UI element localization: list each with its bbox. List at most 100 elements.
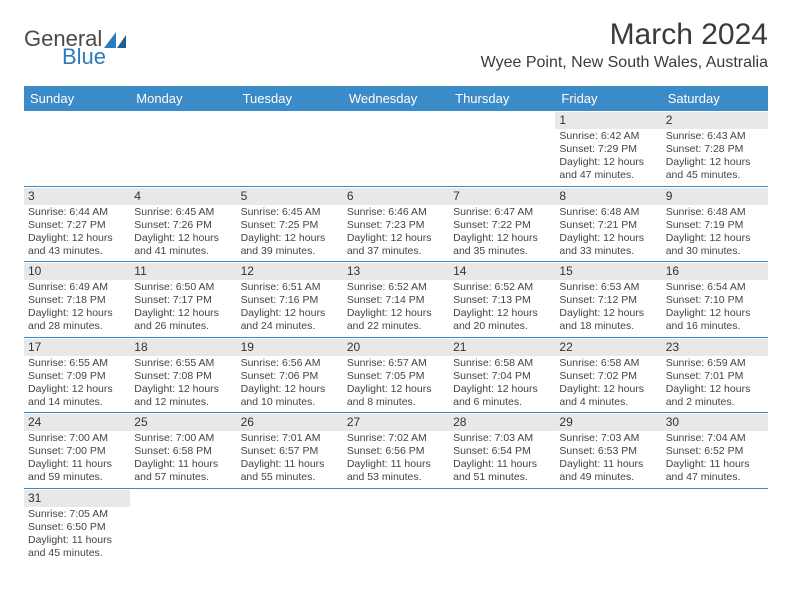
day-info-line: Sunset: 7:28 PM (666, 143, 764, 156)
day-info-line: Sunrise: 7:03 AM (559, 432, 657, 445)
day-info-line: Sunset: 7:01 PM (666, 370, 764, 383)
day-info-line: and 51 minutes. (453, 471, 551, 484)
day-info-line: and 37 minutes. (347, 245, 445, 258)
day-info-line: Daylight: 12 hours (453, 383, 551, 396)
calendar-day-cell: 11Sunrise: 6:50 AMSunset: 7:17 PMDayligh… (130, 262, 236, 337)
day-info-line: Daylight: 12 hours (559, 307, 657, 320)
day-info-line: Sunset: 7:18 PM (28, 294, 126, 307)
calendar-day-cell (555, 489, 661, 564)
day-info-line: Daylight: 12 hours (347, 307, 445, 320)
day-info-line: Sunrise: 7:03 AM (453, 432, 551, 445)
day-number: 22 (555, 339, 661, 356)
day-info-line: Sunrise: 6:44 AM (28, 206, 126, 219)
day-info-line: Sunrise: 7:05 AM (28, 508, 126, 521)
calendar-day-cell: 18Sunrise: 6:55 AMSunset: 7:08 PMDayligh… (130, 338, 236, 413)
calendar-header-row: Sunday Monday Tuesday Wednesday Thursday… (24, 86, 768, 111)
day-info-line: Sunrise: 6:58 AM (453, 357, 551, 370)
day-info-line: Daylight: 12 hours (28, 383, 126, 396)
day-info-line: Sunrise: 6:46 AM (347, 206, 445, 219)
day-info-line: and 43 minutes. (28, 245, 126, 258)
day-info-line: Sunrise: 6:59 AM (666, 357, 764, 370)
day-info-line: Daylight: 11 hours (453, 458, 551, 471)
day-info-line: and 18 minutes. (559, 320, 657, 333)
calendar-day-cell: 21Sunrise: 6:58 AMSunset: 7:04 PMDayligh… (449, 338, 555, 413)
day-info-line: Sunrise: 6:45 AM (241, 206, 339, 219)
day-number: 12 (237, 263, 343, 280)
day-number: 7 (449, 188, 555, 205)
calendar-day-cell: 24Sunrise: 7:00 AMSunset: 7:00 PMDayligh… (24, 413, 130, 488)
day-info-line: Sunset: 7:22 PM (453, 219, 551, 232)
calendar-day-cell: 13Sunrise: 6:52 AMSunset: 7:14 PMDayligh… (343, 262, 449, 337)
day-info-line: Sunset: 7:19 PM (666, 219, 764, 232)
day-number: 24 (24, 414, 130, 431)
title-block: March 2024 Wyee Point, New South Wales, … (481, 18, 768, 72)
calendar-day-cell: 17Sunrise: 6:55 AMSunset: 7:09 PMDayligh… (24, 338, 130, 413)
day-info-line: Sunset: 7:26 PM (134, 219, 232, 232)
day-info-line: Sunset: 7:25 PM (241, 219, 339, 232)
day-info-line: Daylight: 12 hours (134, 383, 232, 396)
calendar-day-cell (343, 489, 449, 564)
day-info-line: Daylight: 12 hours (666, 307, 764, 320)
calendar-day-cell: 5Sunrise: 6:45 AMSunset: 7:25 PMDaylight… (237, 187, 343, 262)
calendar-day-cell (662, 489, 768, 564)
day-number: 6 (343, 188, 449, 205)
calendar-day-cell (237, 489, 343, 564)
calendar-day-cell (130, 489, 236, 564)
calendar-day-cell: 2Sunrise: 6:43 AMSunset: 7:28 PMDaylight… (662, 111, 768, 186)
day-info-line: Sunrise: 7:00 AM (28, 432, 126, 445)
day-info-line: Sunset: 7:10 PM (666, 294, 764, 307)
logo: GeneralBlue (24, 18, 128, 68)
calendar-day-cell: 31Sunrise: 7:05 AMSunset: 6:50 PMDayligh… (24, 489, 130, 564)
calendar-day-cell: 14Sunrise: 6:52 AMSunset: 7:13 PMDayligh… (449, 262, 555, 337)
day-info-line: and 49 minutes. (559, 471, 657, 484)
day-info-line: and 12 minutes. (134, 396, 232, 409)
day-number: 11 (130, 263, 236, 280)
calendar-day-cell: 28Sunrise: 7:03 AMSunset: 6:54 PMDayligh… (449, 413, 555, 488)
day-info-line: Sunrise: 6:47 AM (453, 206, 551, 219)
calendar-day-cell: 6Sunrise: 6:46 AMSunset: 7:23 PMDaylight… (343, 187, 449, 262)
weekday-header: Monday (130, 86, 236, 111)
day-info-line: and 22 minutes. (347, 320, 445, 333)
day-info-line: and 16 minutes. (666, 320, 764, 333)
calendar-week-row: 24Sunrise: 7:00 AMSunset: 7:00 PM Dayligh… (24, 413, 768, 489)
day-info-line: and 45 minutes. (28, 547, 126, 560)
day-info-line: Sunset: 7:14 PM (347, 294, 445, 307)
day-info-line: Sunset: 7:00 PM (28, 445, 126, 458)
day-number: 30 (662, 414, 768, 431)
day-number: 5 (237, 188, 343, 205)
day-info-line: Sunset: 6:50 PM (28, 521, 126, 534)
day-info-line: Sunrise: 6:48 AM (666, 206, 764, 219)
day-info-line: Daylight: 12 hours (241, 307, 339, 320)
day-info-line: Sunrise: 6:56 AM (241, 357, 339, 370)
day-info-line: Sunrise: 6:52 AM (347, 281, 445, 294)
day-info-line: and 41 minutes. (134, 245, 232, 258)
location: Wyee Point, New South Wales, Australia (481, 54, 768, 72)
day-info-line: Sunrise: 6:49 AM (28, 281, 126, 294)
day-info-line: Sunset: 7:27 PM (28, 219, 126, 232)
day-info-line: and 2 minutes. (666, 396, 764, 409)
day-info-line: Sunset: 7:17 PM (134, 294, 232, 307)
day-info-line: Sunrise: 7:04 AM (666, 432, 764, 445)
day-info-line: Sunrise: 6:45 AM (134, 206, 232, 219)
day-info-line: Sunset: 7:16 PM (241, 294, 339, 307)
day-number: 4 (130, 188, 236, 205)
day-info-line: Daylight: 12 hours (241, 232, 339, 245)
day-info-line: Sunrise: 6:57 AM (347, 357, 445, 370)
calendar-body: 1Sunrise: 6:42 AMSunset: 7:29 PMDaylight… (24, 111, 768, 563)
calendar-day-cell: 7Sunrise: 6:47 AMSunset: 7:22 PMDaylight… (449, 187, 555, 262)
day-info-line: Daylight: 12 hours (453, 307, 551, 320)
day-info-line: and 28 minutes. (28, 320, 126, 333)
day-info-line: and 26 minutes. (134, 320, 232, 333)
day-info-line: Daylight: 11 hours (559, 458, 657, 471)
day-info-line: Sunset: 7:12 PM (559, 294, 657, 307)
calendar-week-row: 10Sunrise: 6:49 AMSunset: 7:18 PMDayligh… (24, 262, 768, 338)
weekday-header: Friday (555, 86, 661, 111)
day-info-line: Daylight: 12 hours (347, 232, 445, 245)
day-info-line: Sunrise: 6:55 AM (134, 357, 232, 370)
day-info-line: and 35 minutes. (453, 245, 551, 258)
calendar-day-cell: 19Sunrise: 6:56 AMSunset: 7:06 PMDayligh… (237, 338, 343, 413)
day-info-line: Sunrise: 6:58 AM (559, 357, 657, 370)
calendar-day-cell: 20Sunrise: 6:57 AMSunset: 7:05 PMDayligh… (343, 338, 449, 413)
calendar-day-cell (237, 111, 343, 186)
day-info-line: Sunrise: 6:48 AM (559, 206, 657, 219)
